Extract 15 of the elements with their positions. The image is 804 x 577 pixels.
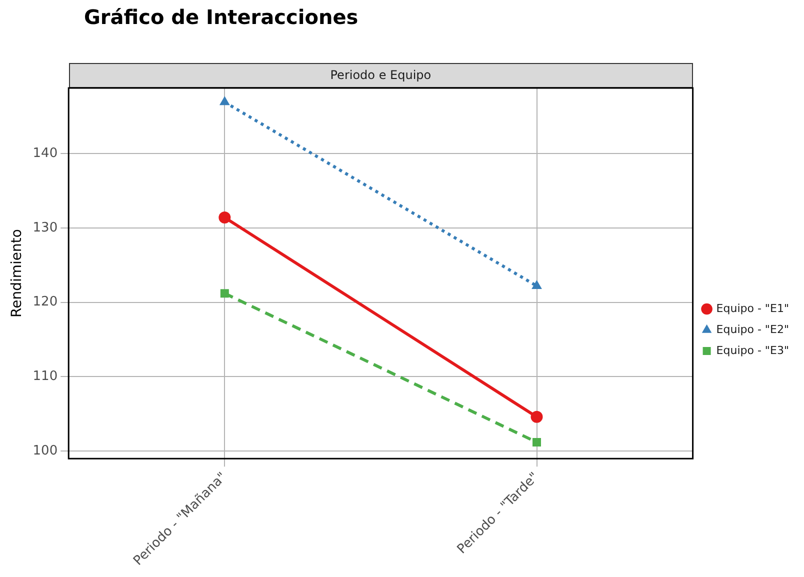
legend-label: Equipo - "E3" [716, 344, 789, 357]
y-tick-label: 130 [32, 220, 58, 236]
chart-subtitle: Periodo e Equipo [68, 63, 693, 88]
y-tick-label: 100 [32, 444, 58, 459]
chart-title: Gráfico de Interacciones [84, 5, 358, 29]
point [220, 289, 229, 298]
legend-label: Equipo - "E2" [716, 322, 789, 336]
y-tick-label: 110 [32, 369, 58, 384]
y-tick-label: 120 [32, 294, 58, 310]
point [532, 438, 541, 446]
legend-label: Equipo - "E1" [716, 302, 789, 315]
point [530, 410, 543, 423]
y-tick-label: 140 [32, 146, 58, 161]
y-axis-title: Rendimiento [9, 229, 26, 318]
point [218, 211, 231, 224]
